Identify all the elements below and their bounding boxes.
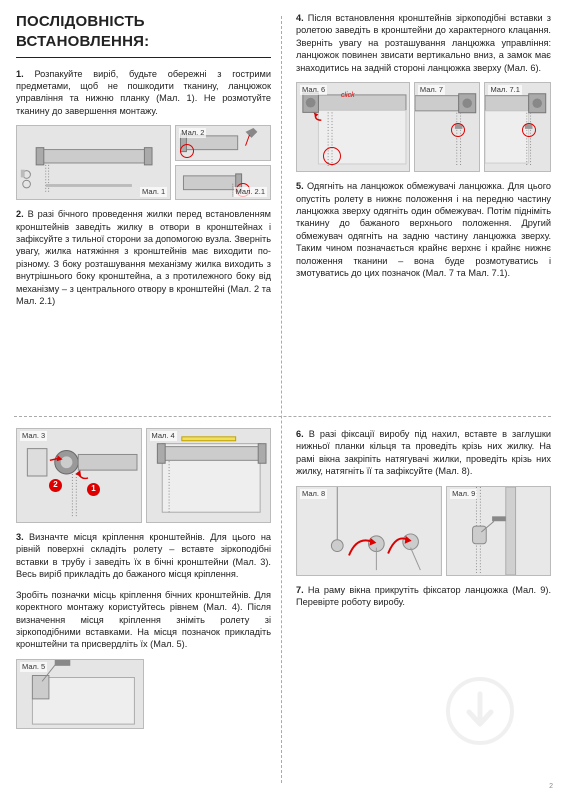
step-1: 1. Розпакуйте виріб, будьте обережні з г… [16, 68, 271, 118]
step-number: 3. [16, 532, 24, 542]
step-text: Розпакуйте виріб, будьте обережні з гост… [16, 69, 271, 116]
label-mal5: Мал. 5 [20, 662, 47, 672]
step-7: 7. На раму вікна прикрутіть фіксатор лан… [296, 584, 551, 609]
step-2: 2. В разі бічного проведення жилки перед… [16, 208, 271, 307]
step-number: 2. [16, 209, 24, 219]
step-6: 6. В разі фіксації виробу під нахил, вст… [296, 428, 551, 478]
step-text: В разі фіксації виробу під нахил, вставт… [296, 429, 551, 476]
figure-row-8-9: Мал. 8 Мал. 9 [296, 486, 551, 576]
label-mal4: Мал. 4 [150, 431, 177, 441]
label-mal3: Мал. 3 [20, 431, 47, 441]
step-4: 4. Після встановлення кронштейнів зіркоп… [296, 12, 551, 74]
step-3b: Зробіть позначки місць кріплення бічних … [16, 589, 271, 651]
step-number: 7. [296, 585, 304, 595]
step-number: 4. [296, 13, 304, 23]
figure-3: 2 1 Мал. 3 [16, 428, 142, 523]
callout-1: 1 [87, 483, 100, 496]
label-mal71: Мал. 7.1 [488, 85, 521, 95]
click-text: click [341, 91, 355, 100]
page-number: 2 [549, 782, 553, 791]
figure-5: Мал. 5 [16, 659, 144, 729]
figure-2: Мал. 2 [175, 125, 271, 161]
step-3: 3. Визначте місця кріплення кронштейнів.… [16, 531, 271, 581]
vertical-divider [281, 16, 282, 783]
label-mal2: Мал. 2 [179, 128, 206, 138]
step-5: 5. Одягніть на ланцюжок обмежувачі ланцю… [296, 180, 551, 279]
label-mal8: Мал. 8 [300, 489, 327, 499]
label-mal6: Мал. 6 [300, 85, 327, 95]
step-text: Визначте місця кріплення кронштейнів. Дл… [16, 532, 271, 579]
step-text: Після встановлення кронштейнів зіркоподі… [296, 13, 551, 73]
page-title: ПОСЛІДОВНІСТЬ ВСТАНОВЛЕННЯ: [16, 12, 271, 58]
section-bottom-left: 2 1 Мал. 3 Мал. 4 3. Визначте місця кріп… [16, 428, 271, 737]
horizontal-divider [14, 416, 551, 417]
figure-9: Мал. 9 [446, 486, 551, 576]
figure-row-1-2: Мал. 1 Мал. 2 Мал. 2.1 [16, 125, 271, 200]
section-top-left: ПОСЛІДОВНІСТЬ ВСТАНОВЛЕННЯ: 1. Розпакуйт… [16, 12, 271, 316]
figure-6: click Мал. 6 [296, 82, 410, 172]
label-mal21: Мал. 2.1 [234, 187, 267, 197]
figure-2-1: Мал. 2.1 [175, 165, 271, 201]
figure-8: Мал. 8 [296, 486, 442, 576]
step-text: На раму вікна прикрутіть фіксатор ланцюж… [296, 585, 551, 607]
label-mal1: Мал. 1 [140, 187, 167, 197]
figure-row-5: Мал. 5 [16, 659, 144, 729]
step-text: Зробіть позначки місць кріплення бічних … [16, 590, 271, 650]
step-number: 1. [16, 69, 24, 79]
figure-1: Мал. 1 [16, 125, 171, 200]
step-number: 5. [296, 181, 304, 191]
figure-7-1: Мал. 7.1 [484, 82, 551, 172]
watermark-icon [445, 676, 515, 749]
step-number: 6. [296, 429, 304, 439]
label-mal9: Мал. 9 [450, 489, 477, 499]
section-top-right: 4. Після встановлення кронштейнів зіркоп… [296, 12, 551, 287]
step-text: Одягніть на ланцюжок обмежувачі ланцюжка… [296, 181, 551, 278]
figure-7: Мал. 7 [414, 82, 481, 172]
figure-4: Мал. 4 [146, 428, 272, 523]
figure-row-3-4: 2 1 Мал. 3 Мал. 4 [16, 428, 271, 523]
callout-2: 2 [49, 479, 62, 492]
figure-row-6-7: click Мал. 6 Мал. 7 [296, 82, 551, 172]
step-text: В разі бічного проведення жилки перед вс… [16, 209, 271, 306]
label-mal7: Мал. 7 [418, 85, 445, 95]
section-bottom-right: 6. В разі фіксації виробу під нахил, вст… [296, 428, 551, 617]
